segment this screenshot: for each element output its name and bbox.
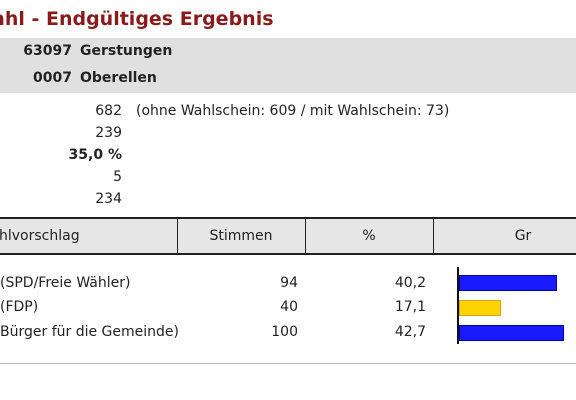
result-bar-3	[459, 325, 564, 341]
votes-value: 94	[280, 275, 298, 291]
area-name: Oberellen	[80, 70, 157, 86]
divider	[0, 363, 576, 364]
percent-value: 40,2	[394, 275, 426, 291]
table-row: (SPD/Freie Wähler) 94 40,2	[0, 271, 576, 295]
valid-votes-value: 234	[95, 191, 122, 207]
invalid-votes-value: 5	[113, 169, 122, 185]
wahlschein-note: (ohne Wahlschein: 609 / mit Wahlschein: …	[136, 103, 450, 119]
party-name: (FDP)	[0, 299, 39, 315]
result-bar-2	[459, 300, 501, 316]
results-table-header: hlvorschlag Stimmen % Gr	[0, 217, 576, 255]
district-row: 63097 Gerstungen	[0, 38, 172, 64]
votes-value: 100	[271, 324, 298, 340]
column-header-chart[interactable]: Gr	[514, 228, 532, 244]
party-name: (SPD/Freie Wähler)	[0, 275, 131, 291]
area-code: 0007	[33, 70, 72, 86]
location-header: 63097 Gerstungen 0007 Oberellen	[0, 38, 576, 93]
column-header-votes[interactable]: Stimmen	[177, 219, 306, 253]
table-row: Bürger für die Gemeinde) 100 42,7	[0, 320, 576, 344]
votes-value: 40	[280, 299, 298, 315]
party-name: Bürger für die Gemeinde)	[0, 324, 179, 340]
page-title: ahl - Endgültiges Ergebnis	[0, 8, 274, 30]
percent-value: 17,1	[394, 299, 426, 315]
result-bar-1	[459, 275, 558, 291]
eligible-voters-value: 682	[95, 103, 122, 119]
percent-value: 42,7	[394, 324, 426, 340]
area-row: 0007 Oberellen	[0, 65, 157, 91]
table-row: (FDP) 40 17,1	[0, 295, 576, 319]
chart-axis-line	[457, 267, 459, 344]
turnout-value: 35,0 %	[68, 147, 122, 163]
column-header-percent[interactable]: %	[305, 219, 434, 253]
voters-value: 239	[95, 125, 122, 141]
district-code: 63097	[23, 43, 72, 59]
district-name: Gerstungen	[80, 43, 173, 59]
column-header-party[interactable]: hlvorschlag	[0, 219, 178, 253]
